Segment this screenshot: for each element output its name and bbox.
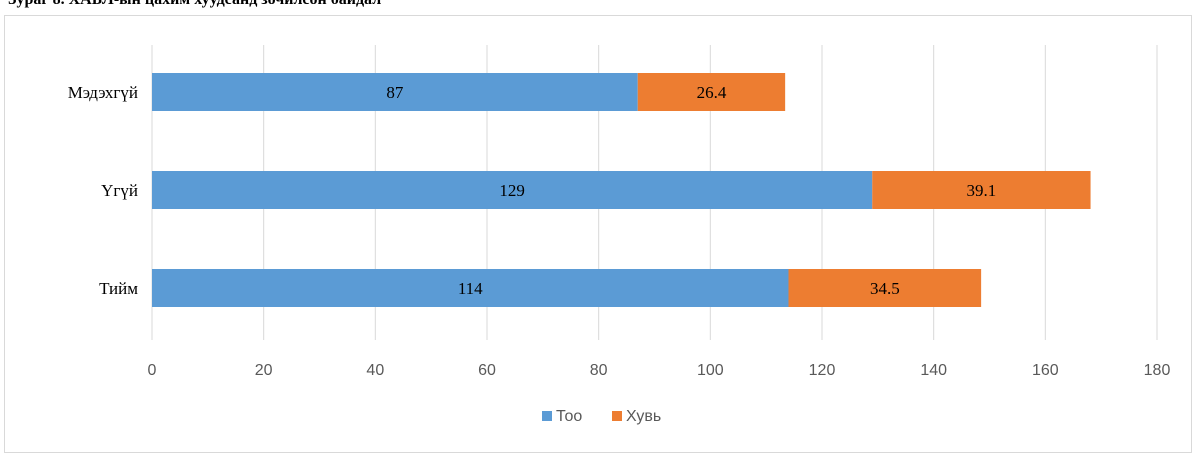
x-tick-label: 60	[478, 362, 496, 379]
legend-swatch-huv	[612, 411, 622, 421]
x-tick-label: 20	[255, 362, 273, 379]
x-tick-label: 0	[148, 362, 157, 379]
x-tick-label: 160	[1032, 362, 1059, 379]
bar-huv	[637, 73, 786, 111]
x-tick-label: 100	[697, 362, 724, 379]
legend-label: Тоо	[556, 408, 582, 425]
figure-caption: Зураг 8. ХАБЛ-ын цахим хуудсанд зочилсон…	[8, 0, 381, 9]
legend-label: Хувь	[626, 408, 661, 425]
x-tick-label: 40	[366, 362, 384, 379]
bar-huv	[788, 269, 982, 307]
data-label: 129	[499, 181, 525, 200]
x-tick-label: 140	[920, 362, 947, 379]
bar-too	[152, 171, 873, 209]
data-label: 114	[458, 279, 483, 298]
data-label: 34.5	[870, 279, 900, 298]
x-tick-label: 180	[1144, 362, 1171, 379]
category-label: Үгүй	[101, 181, 138, 200]
category-label: Мэдэхгүй	[68, 83, 138, 102]
x-tick-label: 80	[590, 362, 608, 379]
bar-too	[152, 73, 638, 111]
data-label: 26.4	[697, 83, 727, 102]
data-label: 39.1	[967, 181, 997, 200]
x-tick-label: 120	[809, 362, 836, 379]
legend-swatch-too	[542, 411, 552, 421]
category-label: Тийм	[99, 279, 138, 298]
data-label: 87	[386, 83, 404, 102]
bar-too	[152, 269, 789, 307]
bar-huv	[872, 171, 1091, 209]
